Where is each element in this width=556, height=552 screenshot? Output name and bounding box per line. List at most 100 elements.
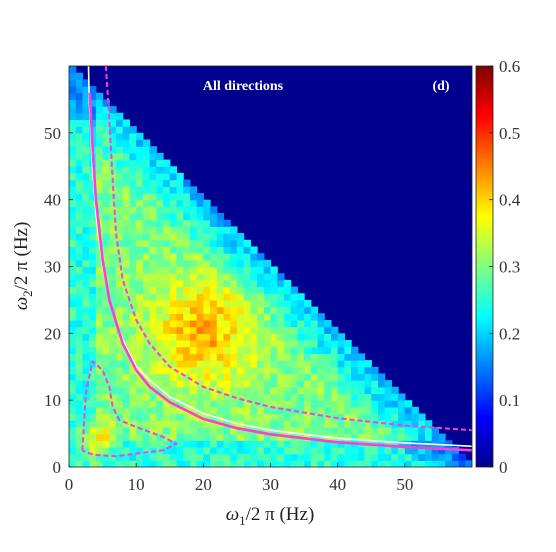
heatmap-cell	[95, 139, 104, 147]
heatmap-cell	[176, 226, 184, 234]
heatmap-cell	[116, 126, 124, 134]
heatmap-cell	[223, 293, 231, 301]
heatmap-cell	[183, 346, 191, 354]
heatmap-cell	[297, 460, 305, 467]
heatmap-cell	[189, 413, 198, 421]
heatmap-cell	[330, 400, 339, 408]
heatmap-cell	[196, 259, 204, 268]
heatmap-cell	[216, 219, 225, 227]
heatmap-cell	[297, 413, 305, 421]
heatmap-cell	[156, 460, 164, 467]
heatmap-cell	[257, 440, 265, 448]
heatmap-cell	[95, 460, 104, 467]
heatmap-cell	[243, 353, 251, 361]
heatmap-cell	[411, 453, 419, 461]
heatmap-cell	[163, 226, 171, 234]
heatmap-cell	[116, 380, 124, 388]
heatmap-cell	[398, 420, 406, 428]
heatmap-cell	[163, 213, 171, 221]
heatmap-cell	[384, 386, 392, 395]
heatmap-cell	[203, 406, 211, 415]
heatmap-cell	[163, 259, 171, 268]
heatmap-cell	[89, 319, 97, 328]
heatmap-cell	[122, 446, 131, 455]
heatmap-cell	[75, 366, 84, 375]
heatmap-cell	[149, 353, 157, 361]
heatmap-cell	[384, 460, 392, 467]
heatmap-cell	[69, 333, 77, 341]
heatmap-cell	[109, 453, 117, 461]
heatmap-cell	[75, 206, 84, 214]
heatmap-cell	[257, 259, 265, 268]
heatmap-cell	[149, 253, 157, 261]
heatmap-cell	[163, 353, 171, 361]
heatmap-cell	[310, 406, 319, 415]
heatmap-cell	[95, 299, 104, 308]
heatmap-cell	[283, 346, 292, 354]
heatmap-cell	[69, 400, 77, 408]
heatmap-cell	[156, 373, 164, 381]
heatmap-cell	[189, 433, 198, 441]
heatmap-cell	[89, 179, 97, 187]
heatmap-cell	[129, 313, 137, 321]
heatmap-cell	[122, 413, 131, 421]
heatmap-cell	[236, 299, 245, 308]
heatmap-cell	[89, 460, 97, 467]
heatmap-cell	[210, 219, 218, 227]
heatmap-cell	[169, 440, 178, 448]
heatmap-cell	[371, 433, 379, 441]
heatmap-cell	[391, 386, 399, 395]
heatmap-cell	[283, 386, 292, 395]
heatmap-cell	[95, 132, 104, 141]
heatmap-cell	[82, 299, 90, 308]
heatmap-cell	[75, 440, 84, 448]
heatmap-cell	[203, 239, 211, 248]
heatmap-cell	[129, 373, 137, 381]
heatmap-cell	[304, 393, 312, 401]
heatmap-cell	[82, 159, 90, 167]
heatmap-cell	[283, 340, 292, 348]
heatmap-cell	[196, 313, 204, 321]
heatmap-cell	[149, 433, 157, 441]
heatmap-cell	[216, 293, 225, 301]
heatmap-cell	[136, 239, 144, 248]
heatmap-cell	[324, 380, 332, 388]
heatmap-cell	[304, 413, 312, 421]
heatmap-cell	[351, 400, 359, 408]
heatmap-cell	[156, 413, 164, 421]
heatmap-cell	[223, 380, 231, 388]
heatmap-cell	[304, 319, 312, 328]
heatmap-cell	[69, 266, 77, 274]
heatmap-cell	[250, 400, 258, 408]
heatmap-cell	[122, 313, 131, 321]
heatmap-cell	[270, 313, 278, 321]
heatmap-cell	[69, 393, 77, 401]
heatmap-cell	[75, 406, 84, 415]
heatmap-cell	[243, 266, 251, 274]
heatmap-cell	[337, 400, 345, 408]
heatmap-cell	[75, 413, 84, 421]
heatmap-cell	[109, 293, 117, 301]
heatmap-cell	[290, 400, 298, 408]
heatmap-cell	[364, 460, 372, 467]
heatmap-cell	[277, 360, 285, 368]
heatmap-cell	[102, 146, 110, 154]
heatmap-cell	[169, 239, 178, 248]
heatmap-cell	[236, 293, 245, 301]
heatmap-cell	[257, 426, 265, 435]
heatmap-cell	[122, 139, 131, 147]
heatmap-cell	[109, 299, 117, 308]
heatmap-cell	[216, 373, 225, 381]
heatmap-cell	[317, 319, 325, 328]
heatmap-cell	[189, 406, 198, 415]
heatmap-cell	[102, 380, 110, 388]
heatmap-cell	[189, 246, 198, 254]
heatmap-cell	[75, 293, 84, 301]
heatmap-cell	[236, 253, 245, 261]
heatmap-cell	[169, 340, 178, 348]
heatmap-cell	[129, 400, 137, 408]
heatmap-cell	[116, 253, 124, 261]
heatmap-cell	[297, 440, 305, 448]
heatmap-cell	[82, 79, 90, 87]
heatmap-cell	[116, 119, 124, 127]
